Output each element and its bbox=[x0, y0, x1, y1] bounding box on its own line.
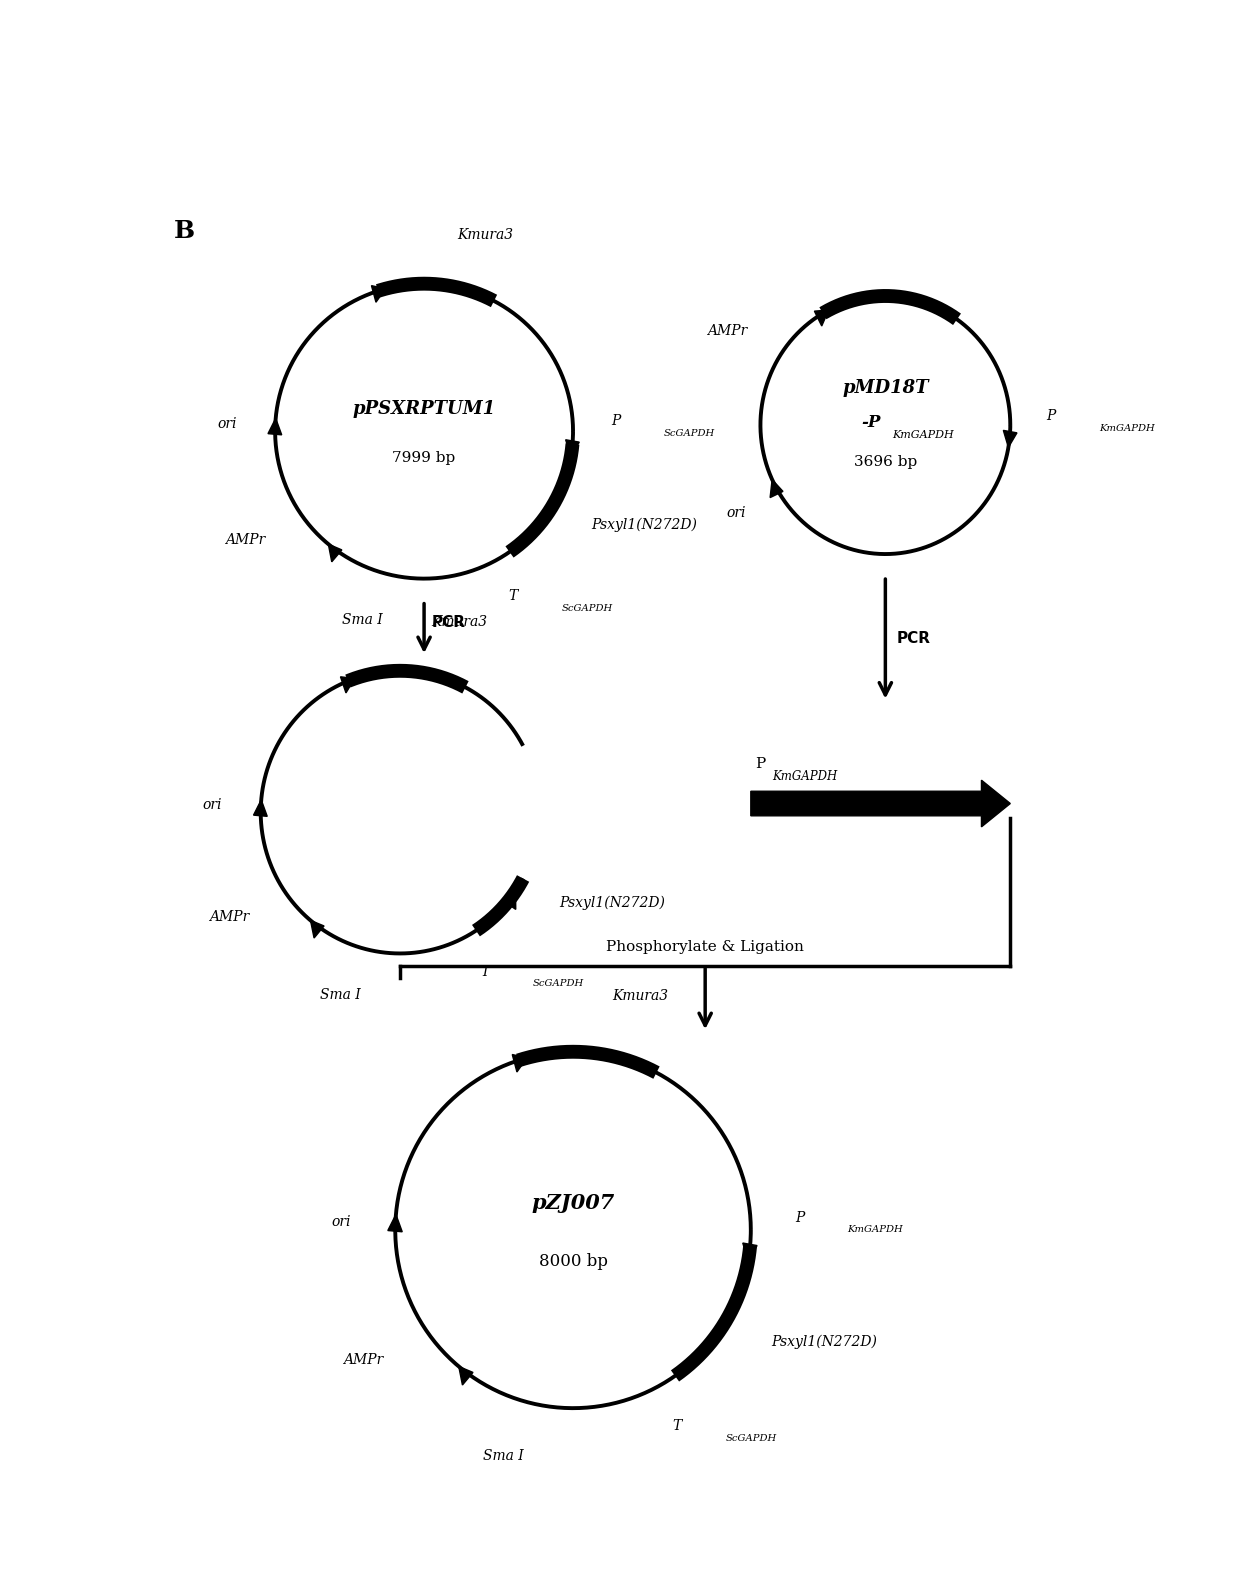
Text: P: P bbox=[755, 757, 766, 771]
Polygon shape bbox=[372, 286, 386, 302]
Polygon shape bbox=[394, 667, 432, 678]
Polygon shape bbox=[711, 1296, 742, 1342]
FancyArrow shape bbox=[751, 780, 1011, 827]
Polygon shape bbox=[565, 1047, 613, 1061]
Polygon shape bbox=[1003, 431, 1017, 447]
Polygon shape bbox=[486, 892, 517, 924]
Text: AMPr: AMPr bbox=[210, 910, 249, 924]
Text: P: P bbox=[795, 1211, 804, 1224]
Text: ori: ori bbox=[203, 798, 222, 812]
Text: ScGAPDH: ScGAPDH bbox=[725, 1435, 776, 1443]
Polygon shape bbox=[512, 1055, 527, 1073]
Polygon shape bbox=[565, 440, 579, 456]
Text: Kmura3: Kmura3 bbox=[611, 990, 668, 1004]
Polygon shape bbox=[743, 1243, 758, 1261]
Polygon shape bbox=[310, 921, 324, 938]
Text: KmGAPDH: KmGAPDH bbox=[1100, 423, 1156, 433]
Text: 7999 bp: 7999 bp bbox=[392, 452, 456, 464]
Text: ori: ori bbox=[217, 417, 237, 431]
Text: PCR: PCR bbox=[897, 632, 931, 646]
Text: AMPr: AMPr bbox=[707, 324, 746, 338]
Polygon shape bbox=[770, 479, 782, 498]
Text: KmGAPDH: KmGAPDH bbox=[773, 769, 837, 784]
Polygon shape bbox=[459, 1366, 472, 1385]
Text: ScGAPDH: ScGAPDH bbox=[665, 429, 715, 437]
Text: PCR: PCR bbox=[432, 614, 466, 630]
Text: ScGAPDH: ScGAPDH bbox=[562, 603, 613, 613]
Text: T: T bbox=[508, 589, 517, 603]
Text: pZJ007: pZJ007 bbox=[532, 1192, 615, 1213]
Polygon shape bbox=[341, 677, 355, 693]
Text: pPSXRPTUM1: pPSXRPTUM1 bbox=[352, 401, 496, 418]
Text: Phosphorylate & Ligation: Phosphorylate & Ligation bbox=[606, 940, 804, 954]
Polygon shape bbox=[539, 487, 565, 523]
Text: -P: -P bbox=[861, 413, 880, 431]
Polygon shape bbox=[253, 800, 268, 816]
Text: AMPr: AMPr bbox=[343, 1353, 383, 1368]
Text: T: T bbox=[673, 1419, 682, 1433]
Text: Sma I: Sma I bbox=[482, 1449, 523, 1464]
Text: Kmura3: Kmura3 bbox=[458, 228, 513, 243]
Text: ScGAPDH: ScGAPDH bbox=[533, 980, 584, 988]
Polygon shape bbox=[815, 310, 828, 326]
Text: Psxyl1(N272D): Psxyl1(N272D) bbox=[559, 895, 665, 910]
Text: Psxyl1(N272D): Psxyl1(N272D) bbox=[591, 517, 697, 531]
Text: pMD18T: pMD18T bbox=[842, 380, 929, 397]
Text: ori: ori bbox=[727, 506, 745, 520]
Text: ori: ori bbox=[331, 1215, 351, 1229]
Text: AMPr: AMPr bbox=[224, 533, 265, 546]
Text: KmGAPDH: KmGAPDH bbox=[848, 1226, 903, 1234]
Polygon shape bbox=[268, 418, 281, 434]
Text: Kmura3: Kmura3 bbox=[432, 614, 487, 629]
Text: P: P bbox=[611, 413, 620, 428]
Polygon shape bbox=[879, 292, 913, 303]
Text: Sma I: Sma I bbox=[320, 988, 361, 1002]
Text: 8000 bp: 8000 bp bbox=[538, 1253, 608, 1270]
Text: Psxyl1(N272D): Psxyl1(N272D) bbox=[771, 1334, 877, 1349]
Polygon shape bbox=[503, 891, 516, 910]
Polygon shape bbox=[329, 544, 342, 562]
Text: Sma I: Sma I bbox=[341, 613, 382, 627]
Text: 3696 bp: 3696 bp bbox=[853, 455, 918, 469]
Polygon shape bbox=[388, 1215, 402, 1232]
Text: B: B bbox=[174, 219, 196, 243]
Text: KmGAPDH: KmGAPDH bbox=[892, 429, 954, 440]
Text: P: P bbox=[1047, 409, 1056, 423]
Polygon shape bbox=[418, 279, 458, 290]
Text: T: T bbox=[480, 964, 489, 978]
